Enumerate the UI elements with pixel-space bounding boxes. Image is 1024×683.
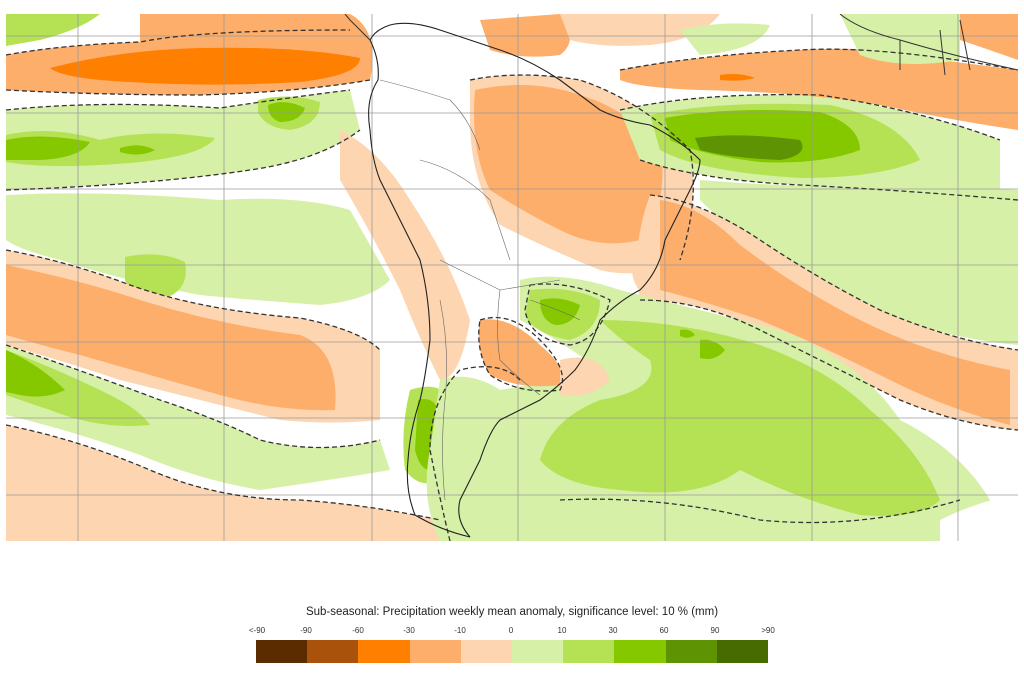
precipitation-anomaly-map [6, 14, 1018, 541]
legend-tick: 30 [608, 626, 618, 635]
colorbar-bin [512, 640, 564, 663]
legend-tick: 10 [557, 626, 567, 635]
legend-tick: 0 [508, 626, 514, 635]
legend-title: Sub-seasonal: Precipitation weekly mean … [305, 606, 719, 618]
legend-tick: -10 [454, 626, 466, 635]
colorbar-bin [409, 640, 461, 663]
colorbar-bin [307, 640, 359, 663]
colorbar-bin [716, 640, 769, 663]
graticule [6, 14, 1018, 541]
colorbar-bin [614, 640, 666, 663]
legend-tick: >90 [761, 626, 775, 635]
legend-tick: -90 [300, 626, 312, 635]
colorbar [256, 640, 769, 663]
central-america-coastline [344, 14, 1018, 76]
legend-tick: <-90 [248, 626, 266, 635]
legend-tick-labels: <-90 -90 -60 -30 -10 0 10 30 60 90 >90 [240, 626, 780, 638]
colorbar-bin [563, 640, 615, 663]
legend-tick: 60 [659, 626, 669, 635]
country-borders [379, 79, 581, 501]
legend-tick: -30 [403, 626, 415, 635]
anomaly-field [6, 14, 1018, 541]
colorbar-bin [358, 640, 410, 663]
colorbar-bin [665, 640, 717, 663]
legend-tick: 90 [710, 626, 720, 635]
significance-contours [6, 29, 1018, 541]
colorbar-bin [256, 640, 308, 663]
legend-tick: -60 [352, 626, 364, 635]
colorbar-bin [460, 640, 513, 663]
south-america-coastline [368, 22, 701, 538]
